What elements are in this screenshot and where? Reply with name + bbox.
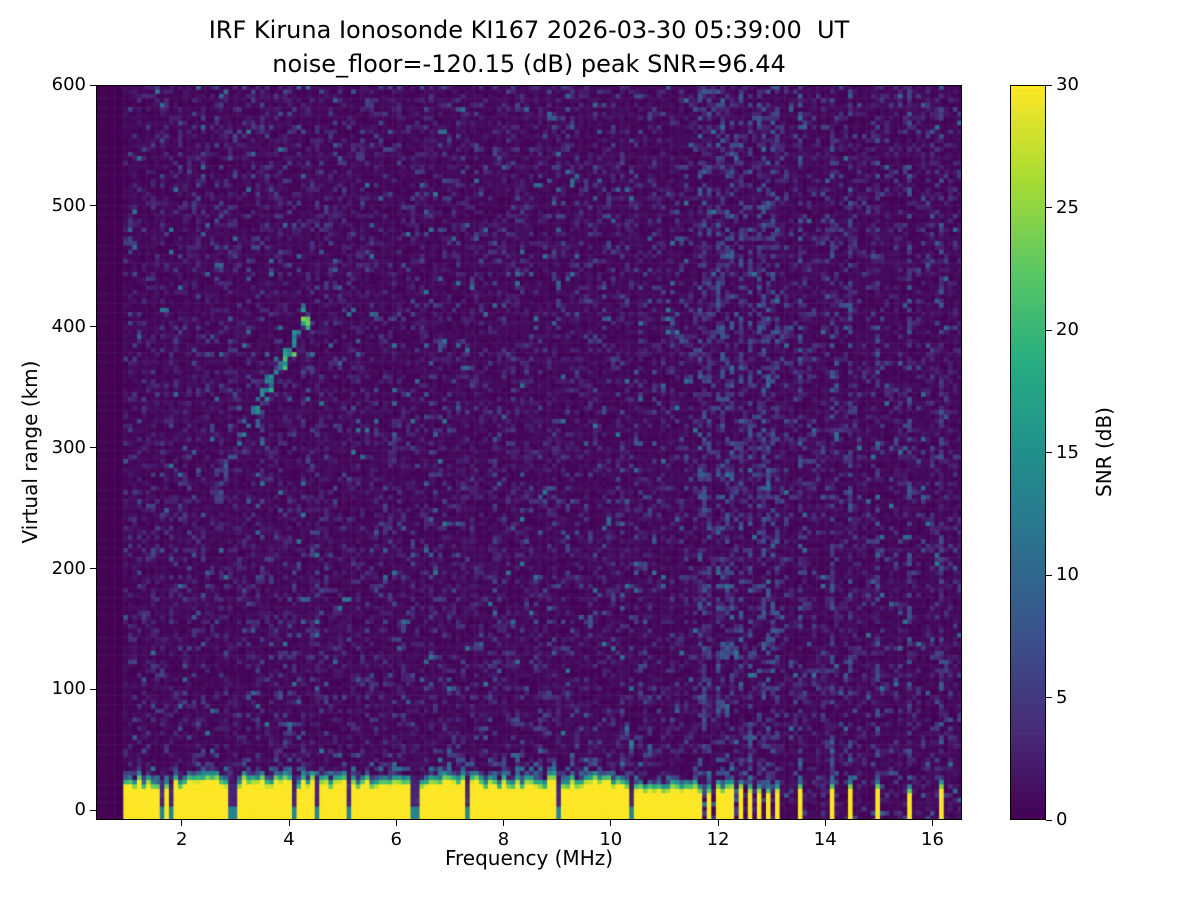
colorbar-tick-label: 5	[1056, 686, 1068, 708]
chart-title: IRF Kiruna Ionosonde KI167 2026-03-30 05…	[208, 16, 850, 44]
colorbar-tick-mark	[1046, 329, 1052, 331]
y-tick-label: 200	[51, 557, 86, 579]
x-tick-label: 8	[497, 829, 510, 850]
colorbar-tick-label: 10	[1056, 564, 1079, 585]
colorbar-tick-label: 0	[1056, 809, 1068, 830]
x-tick-label: 10	[599, 829, 623, 850]
y-tick-mark	[90, 326, 96, 328]
x-tick-label: 16	[921, 829, 944, 850]
x-tick-mark	[503, 820, 505, 826]
y-tick-label: 300	[51, 436, 86, 458]
x-tick-mark	[717, 820, 719, 826]
colorbar-tick-mark	[1046, 84, 1052, 86]
x-tick-mark	[181, 820, 183, 826]
x-tick-mark	[824, 820, 826, 826]
x-tick-label: 12	[706, 829, 730, 850]
colorbar-canvas	[1010, 85, 1046, 820]
colorbar-tick-label: 30	[1056, 74, 1079, 95]
x-tick-mark	[610, 820, 612, 826]
y-tick-label: 400	[51, 315, 86, 337]
colorbar-tick-mark	[1046, 697, 1052, 698]
x-tick-label: 14	[813, 829, 837, 850]
ionogram-heatmap-canvas	[96, 85, 962, 820]
colorbar-tick-label: 20	[1056, 319, 1079, 340]
y-tick-mark	[90, 84, 96, 86]
y-tick-mark	[90, 568, 96, 570]
colorbar-tick-mark	[1046, 819, 1052, 821]
colorbar-tick-mark	[1046, 452, 1052, 453]
x-tick-mark	[288, 820, 290, 826]
x-tick-mark	[932, 820, 933, 826]
y-tick-mark	[90, 447, 96, 449]
colorbar-tick-label: 15	[1056, 441, 1079, 463]
x-tick-label: 4	[283, 829, 295, 850]
y-tick-mark	[90, 688, 96, 690]
x-axis-label: Frequency (MHz)	[444, 846, 614, 870]
x-tick-label: 6	[390, 829, 402, 850]
chart-subtitle: noise_floor=-120.15 (dB) peak SNR=96.44	[272, 50, 786, 78]
y-tick-mark	[90, 205, 96, 207]
y-tick-label: 500	[51, 194, 86, 216]
y-tick-label: 0	[74, 799, 86, 821]
y-tick-label: 100	[51, 678, 86, 700]
x-tick-label: 2	[176, 829, 188, 850]
y-tick-mark	[90, 809, 96, 811]
colorbar-tick-label: 25	[1056, 196, 1079, 218]
y-tick-label: 600	[51, 74, 86, 95]
colorbar-tick-mark	[1046, 207, 1052, 208]
x-tick-mark	[395, 820, 397, 826]
colorbar-tick-mark	[1046, 574, 1052, 576]
